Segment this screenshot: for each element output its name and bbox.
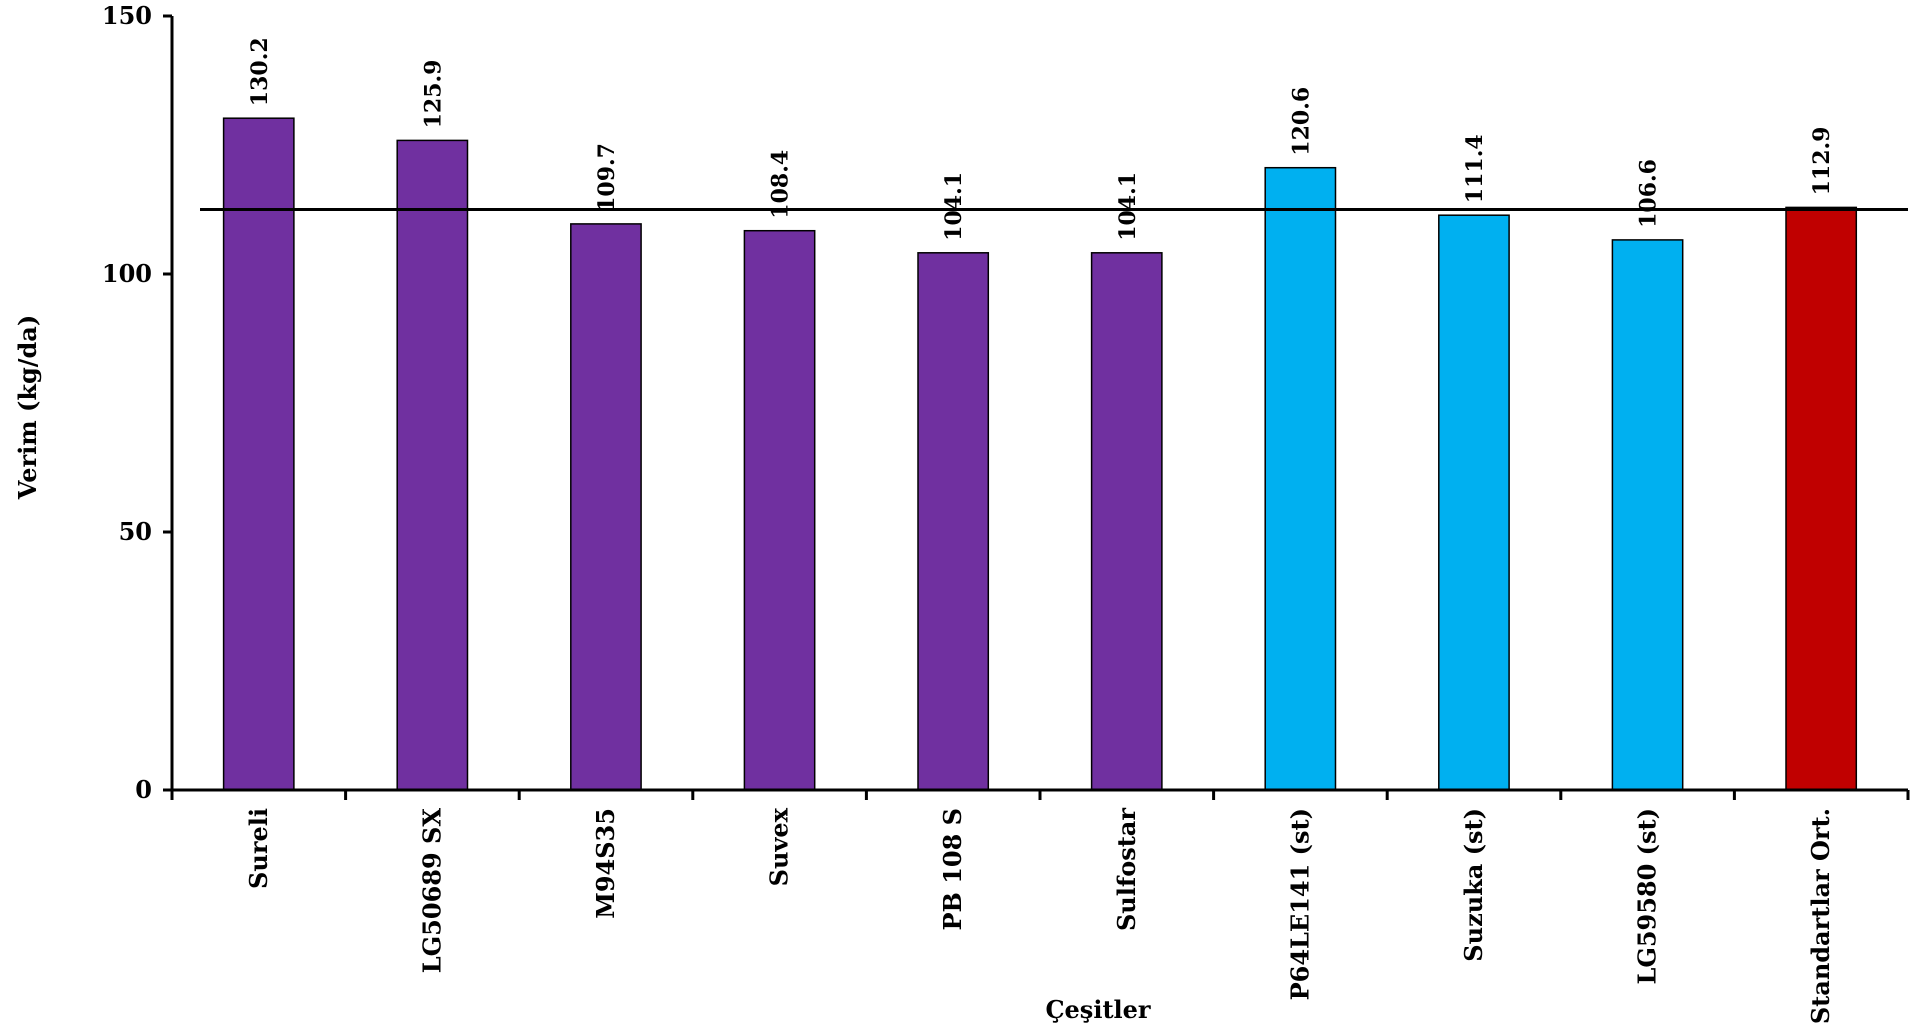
x-axis-title: Çeşitler [1045, 995, 1150, 1024]
data-label-3: 109.7 [594, 143, 620, 212]
x-category-label-2: LG50689 SX [417, 808, 446, 974]
bar-3 [570, 223, 642, 791]
data-label-2: 125.9 [420, 60, 446, 129]
data-label-4: 108.4 [768, 150, 794, 219]
bar-6 [1090, 252, 1163, 791]
x-category-label-8: Suzuka (st) [1459, 808, 1488, 962]
x-category-label-5: PB 108 S [938, 808, 967, 930]
data-labels: 130.2 125.9 109.7 108.4 104.1 104.1 120.6 111.4… [247, 37, 1835, 240]
y-tick-label-150: 150 [102, 1, 152, 30]
data-label-1: 130.2 [247, 37, 273, 106]
bar-1 [222, 117, 295, 791]
data-label-7: 120.6 [1288, 87, 1314, 156]
x-category-label-1: Sureli [244, 808, 273, 889]
bar-10 [1785, 206, 1858, 791]
bar-7 [1264, 166, 1337, 791]
y-axis-title: Verim (kg/da) [13, 315, 42, 500]
x-category-label-9: LG59580 (st) [1633, 808, 1662, 985]
bar-9 [1611, 239, 1684, 791]
bars-group [222, 117, 1858, 791]
bar-8 [1438, 214, 1510, 791]
bar-2 [396, 139, 469, 791]
data-label-8: 111.4 [1462, 134, 1488, 203]
x-category-label-7: P64LE141 (st) [1285, 808, 1314, 1000]
bar-4 [743, 229, 816, 791]
data-label-5: 104.1 [941, 172, 967, 241]
data-label-10: 112.9 [1809, 127, 1835, 196]
x-category-label-4: Suvex [765, 807, 794, 886]
x-category-label-6: Sulfostar [1112, 808, 1141, 931]
x-category-label-3: M94S35 [591, 808, 620, 919]
data-label-9: 106.6 [1636, 159, 1662, 228]
y-tick-labels: 0 50 100 150 [102, 1, 152, 804]
y-tick-label-100: 100 [102, 259, 152, 288]
x-category-label-10: Standartlar Ort. [1806, 808, 1835, 1024]
x-tick-labels: Sureli LG50689 SX M94S35 Suvex PB 108 S Sulfo… [244, 807, 1835, 1024]
y-tick-label-50: 50 [119, 517, 152, 546]
bar-5 [917, 252, 990, 791]
axes-group [163, 14, 1910, 800]
y-tick-label-0: 0 [135, 775, 152, 804]
data-label-6: 104.1 [1115, 172, 1141, 241]
